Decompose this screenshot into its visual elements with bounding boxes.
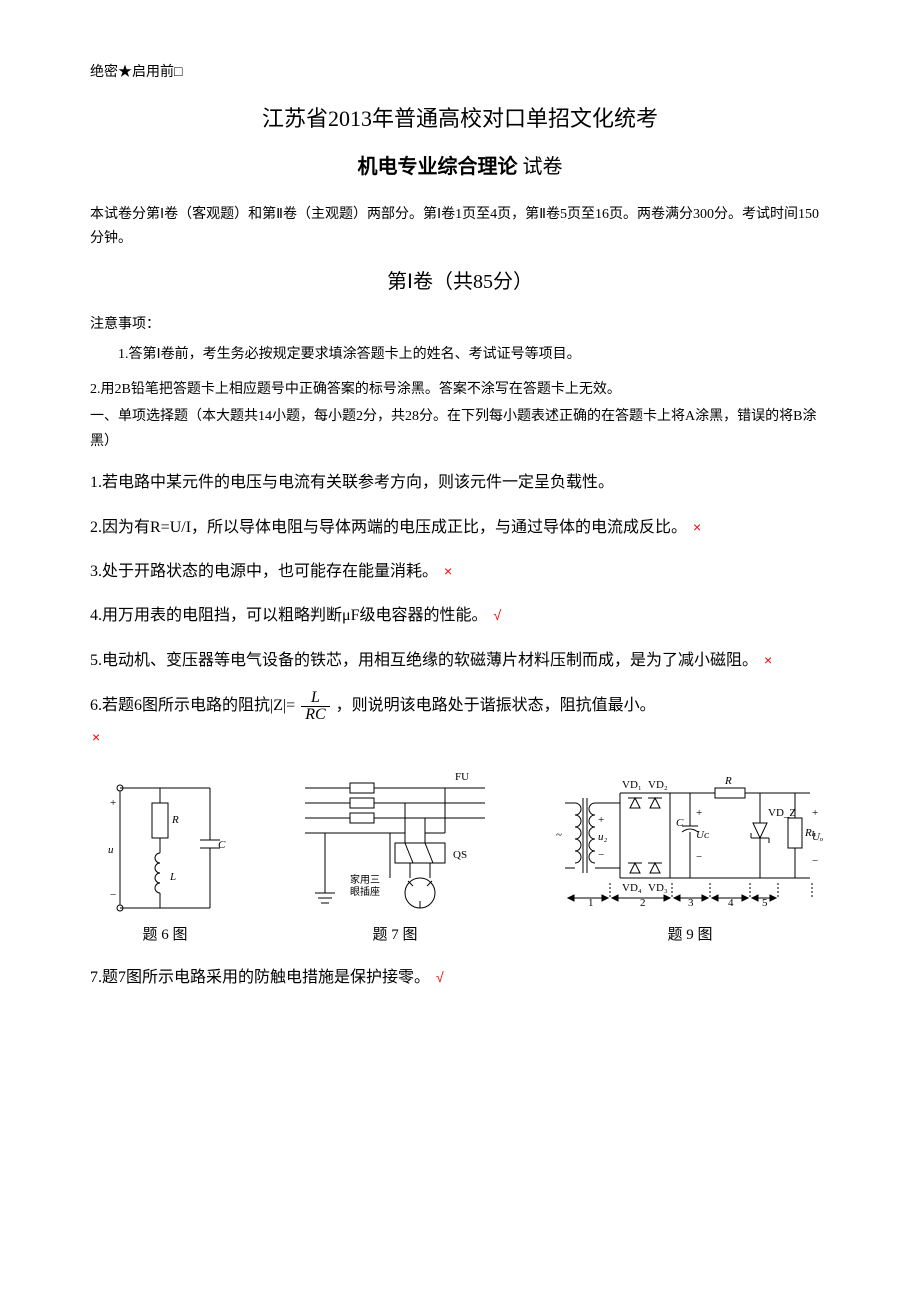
label-socket-2: 眼插座 xyxy=(350,885,380,898)
figure-6-caption: 题 6 图 xyxy=(90,922,240,949)
fraction-L-over-RC: L RC xyxy=(301,690,329,723)
mark-wrong-icon: × xyxy=(693,519,701,535)
figure-7-block: FU QS xyxy=(295,768,495,949)
section-5: 5 xyxy=(762,897,768,909)
label-QS: QS xyxy=(453,849,467,861)
figure-9-block: ~ + u₂ − VD₁ xyxy=(550,768,830,949)
label-C: C xyxy=(676,817,684,829)
label-L: L xyxy=(169,871,176,883)
figure-6-block: + − u R L xyxy=(90,768,240,949)
svg-text:−: − xyxy=(110,889,116,901)
mark-right-icon: √ xyxy=(436,969,444,985)
section-3: 3 xyxy=(688,897,694,909)
question-5: 5.电动机、变压器等电气设备的铁芯，用相互绝缘的软磁薄片材料压制而成，是为了减小… xyxy=(90,646,830,676)
svg-text:−: − xyxy=(812,855,818,867)
mark-right-icon: √ xyxy=(493,607,501,623)
svg-text:+: + xyxy=(696,807,702,819)
question-3: 3.处于开路状态的电源中，也可能存在能量消耗。 × xyxy=(90,557,830,587)
question-2-text: 2.因为有R=U/I，所以导体电阻与导体两端的电压成正比，与通过导体的电流成反比… xyxy=(90,519,687,536)
question-6-post: ，则说明该电路处于谐振状态，阻抗值最小。 xyxy=(336,697,656,714)
label-FU: FU xyxy=(455,771,469,783)
mark-wrong-icon: × xyxy=(92,729,100,745)
section-2: 2 xyxy=(640,897,646,909)
notice-item-2: 2.用2B铅笔把答题卡上相应题号中正确答案的标号涂黑。答案不涂写在答题卡上无效。 xyxy=(90,377,830,402)
figure-7-svg: FU QS xyxy=(295,768,495,918)
figure-6-svg: + − u R L xyxy=(90,768,240,918)
label-R: R xyxy=(724,775,732,787)
section-4: 4 xyxy=(728,897,734,909)
exam-title: 江苏省2013年普通高校对口单招文化统考 xyxy=(90,99,830,139)
label-VD3: VD₃ xyxy=(648,882,668,894)
label-u2: u₂ xyxy=(598,831,608,843)
notice-heading: 注意事项： xyxy=(90,312,830,337)
paper-title-bold: 机电专业综合理论 xyxy=(358,156,518,178)
svg-text:+: + xyxy=(812,807,818,819)
mark-wrong-icon: × xyxy=(444,563,452,579)
label-VDZ: VD_Z xyxy=(768,807,796,819)
fraction-denominator: RC xyxy=(301,707,329,723)
svg-text:−: − xyxy=(598,849,604,861)
label-socket-1: 家用三 xyxy=(350,873,380,886)
question-2: 2.因为有R=U/I，所以导体电阻与导体两端的电压成正比，与通过导体的电流成反比… xyxy=(90,513,830,543)
section-1-desc: 一、单项选择题（本大题共14小题，每小题2分，共28分。在下列每小题表述正确的在… xyxy=(90,404,830,454)
label-Uc: Uᴄ xyxy=(696,829,710,841)
notice-item-1: 1.答第Ⅰ卷前，考生务必按规定要求填涂答题卡上的姓名、考试证号等项目。 xyxy=(90,342,830,367)
question-5-text: 5.电动机、变压器等电气设备的铁芯，用相互绝缘的软磁薄片材料压制而成，是为了减小… xyxy=(90,652,758,669)
section-1: 1 xyxy=(588,897,594,909)
label-C: C xyxy=(218,839,226,851)
paper-title: 机电专业综合理论 试卷 xyxy=(90,149,830,185)
svg-text:~: ~ xyxy=(556,829,562,841)
mark-wrong-icon: × xyxy=(764,652,772,668)
question-7-text: 7.题7图所示电路采用的防触电措施是保护接零。 xyxy=(90,969,430,986)
figure-9-svg: ~ + u₂ − VD₁ xyxy=(550,768,830,918)
label-R: R xyxy=(171,814,179,826)
label-VD2: VD₂ xyxy=(648,779,668,791)
question-6: 6.若题6图所示电路的阻抗|Z|= L RC ，则说明该电路处于谐振状态，阻抗值… xyxy=(90,690,830,753)
label-VD4: VD₄ xyxy=(622,882,642,894)
label-VD1: VD₁ xyxy=(622,779,642,791)
question-1: 1.若电路中某元件的电压与电流有关联参考方向，则该元件一定呈负载性。 xyxy=(90,468,830,498)
paper-title-thin: 试卷 xyxy=(518,156,563,178)
question-3-text: 3.处于开路状态的电源中，也可能存在能量消耗。 xyxy=(90,563,438,580)
paper-intro: 本试卷分第Ⅰ卷（客观题）和第Ⅱ卷（主观题）两部分。第Ⅰ卷1页至4页，第Ⅱ卷5页至… xyxy=(90,203,830,251)
label-u: u xyxy=(108,844,114,856)
label-Uo: Uₒ xyxy=(812,831,823,843)
fraction-numerator: L xyxy=(301,690,329,707)
svg-text:−: − xyxy=(696,851,702,863)
figures-row: + − u R L xyxy=(90,768,830,949)
svg-text:+: + xyxy=(598,814,604,826)
confidential-label: 绝密★启用前□ xyxy=(90,60,830,85)
question-7: 7.题7图所示电路采用的防触电措施是保护接零。 √ xyxy=(90,963,830,993)
svg-text:+: + xyxy=(110,797,116,809)
figure-9-caption: 题 9 图 xyxy=(550,922,830,949)
figure-7-caption: 题 7 图 xyxy=(295,922,495,949)
part-1-title: 第Ⅰ卷（共85分） xyxy=(90,264,830,300)
question-4: 4.用万用表的电阻挡，可以粗略判断μF级电容器的性能。 √ xyxy=(90,601,830,631)
question-4-text: 4.用万用表的电阻挡，可以粗略判断μF级电容器的性能。 xyxy=(90,607,487,624)
question-6-pre: 6.若题6图所示电路的阻抗|Z|= xyxy=(90,697,295,714)
